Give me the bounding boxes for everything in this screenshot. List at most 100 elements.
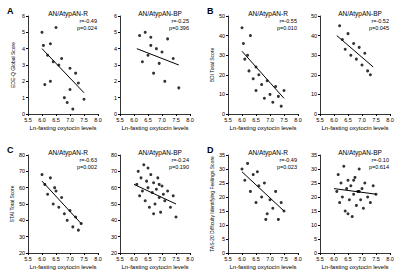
svg-text:15: 15 — [219, 208, 225, 214]
svg-text:2: 2 — [22, 78, 25, 84]
svg-text:7.5: 7.5 — [280, 256, 288, 262]
svg-text:25: 25 — [219, 180, 225, 186]
svg-text:4: 4 — [114, 46, 117, 52]
svg-text:7.5: 7.5 — [172, 256, 180, 262]
svg-text:40: 40 — [311, 33, 317, 39]
svg-text:35: 35 — [311, 152, 317, 158]
svg-text:p=0.010: p=0.010 — [277, 25, 297, 31]
svg-text:2: 2 — [114, 78, 117, 84]
svg-text:7.5: 7.5 — [80, 256, 88, 262]
svg-text:8.0: 8.0 — [186, 117, 194, 123]
svg-text:80: 80 — [111, 152, 117, 158]
svg-text:p=0.002: p=0.002 — [77, 164, 97, 170]
svg-text:5: 5 — [222, 236, 225, 242]
svg-text:35: 35 — [219, 152, 225, 158]
svg-text:STAI Total Score: STAI Total Score — [9, 185, 15, 222]
svg-text:3: 3 — [22, 62, 25, 68]
svg-text:6.0: 6.0 — [38, 117, 46, 123]
svg-text:60: 60 — [111, 185, 117, 191]
svg-text:Ln-fasting oxytocin levels: Ln-fasting oxytocin levels — [121, 264, 188, 270]
svg-text:5.5: 5.5 — [116, 117, 124, 123]
svg-text:5.5: 5.5 — [224, 256, 232, 262]
svg-text:6.5: 6.5 — [252, 256, 260, 262]
svg-text:40: 40 — [111, 217, 117, 223]
svg-text:30: 30 — [19, 234, 25, 240]
svg-text:7.5: 7.5 — [280, 117, 288, 123]
svg-text:Ln-fasting oxytocin levels: Ln-fasting oxytocin levels — [229, 125, 296, 131]
svg-text:5.5: 5.5 — [24, 256, 32, 262]
svg-text:30: 30 — [219, 52, 225, 58]
svg-text:50: 50 — [219, 13, 225, 19]
svg-text:6.0: 6.0 — [238, 256, 246, 262]
svg-text:r=-0.63: r=-0.63 — [79, 157, 97, 163]
svg-text:r=-0.24: r=-0.24 — [171, 157, 189, 163]
svg-text:Ln-fasting oxytocin levels: Ln-fasting oxytocin levels — [121, 125, 188, 131]
svg-text:7.5: 7.5 — [80, 117, 88, 123]
svg-text:7.0: 7.0 — [266, 256, 274, 262]
svg-text:1: 1 — [22, 95, 25, 101]
svg-text:7.0: 7.0 — [358, 256, 366, 262]
svg-text:p=0.614: p=0.614 — [369, 164, 389, 170]
svg-text:6.0: 6.0 — [130, 256, 138, 262]
svg-text:Ln-fasting oxytocin levels: Ln-fasting oxytocin levels — [321, 264, 388, 270]
svg-text:10: 10 — [219, 91, 225, 97]
svg-text:p=0.045: p=0.045 — [369, 25, 389, 31]
svg-text:20: 20 — [311, 194, 317, 200]
svg-text:30: 30 — [111, 234, 117, 240]
svg-text:A: A — [7, 6, 14, 16]
svg-text:5.5: 5.5 — [116, 256, 124, 262]
svg-text:Ln-fasting oxytocin levels: Ln-fasting oxytocin levels — [321, 125, 388, 131]
svg-text:5.5: 5.5 — [316, 256, 324, 262]
svg-text:D: D — [207, 145, 214, 155]
svg-text:7.0: 7.0 — [358, 117, 366, 123]
svg-text:7.0: 7.0 — [158, 117, 166, 123]
svg-text:r=-0.49: r=-0.49 — [279, 157, 297, 163]
svg-text:r=-0.49: r=-0.49 — [79, 18, 97, 24]
svg-text:6.5: 6.5 — [252, 117, 260, 123]
svg-text:15: 15 — [311, 208, 317, 214]
svg-text:1: 1 — [114, 95, 117, 101]
svg-text:8.0: 8.0 — [386, 117, 394, 123]
svg-text:Ln-fasting oxytocin levels: Ln-fasting oxytocin levels — [229, 264, 296, 270]
svg-text:5: 5 — [22, 29, 25, 35]
svg-text:7.0: 7.0 — [266, 117, 274, 123]
svg-text:p=0.396: p=0.396 — [169, 25, 189, 31]
svg-text:6.5: 6.5 — [344, 117, 352, 123]
svg-text:6: 6 — [22, 13, 25, 19]
svg-text:C: C — [7, 145, 14, 155]
svg-text:B: B — [207, 6, 214, 16]
svg-text:6.5: 6.5 — [344, 256, 352, 262]
svg-text:p=0.190: p=0.190 — [169, 164, 189, 170]
svg-text:7.0: 7.0 — [66, 256, 74, 262]
svg-text:6.0: 6.0 — [330, 117, 338, 123]
svg-text:6.5: 6.5 — [52, 117, 60, 123]
svg-text:6.0: 6.0 — [330, 256, 338, 262]
svg-text:7.5: 7.5 — [372, 256, 380, 262]
svg-text:50: 50 — [19, 201, 25, 207]
svg-text:70: 70 — [111, 168, 117, 174]
svg-text:r=-0.52: r=-0.52 — [371, 18, 389, 24]
svg-text:5.5: 5.5 — [224, 117, 232, 123]
svg-text:5.5: 5.5 — [316, 117, 324, 123]
svg-text:50: 50 — [111, 201, 117, 207]
svg-text:25: 25 — [311, 180, 317, 186]
svg-text:40: 40 — [219, 33, 225, 39]
svg-text:8.0: 8.0 — [186, 256, 194, 262]
svg-text:r=-0.55: r=-0.55 — [279, 18, 297, 24]
svg-text:6.5: 6.5 — [144, 117, 152, 123]
svg-text:10: 10 — [219, 222, 225, 228]
svg-text:Ln-fasting oxytocin levels: Ln-fasting oxytocin levels — [29, 264, 96, 270]
svg-text:7.0: 7.0 — [66, 117, 74, 123]
svg-text:7.5: 7.5 — [372, 117, 380, 123]
svg-text:60: 60 — [19, 185, 25, 191]
svg-text:5: 5 — [314, 236, 317, 242]
svg-text:r=-0.10: r=-0.10 — [371, 157, 389, 163]
svg-text:6.0: 6.0 — [130, 117, 138, 123]
svg-text:40: 40 — [19, 217, 25, 223]
svg-text:8.0: 8.0 — [294, 117, 302, 123]
svg-text:80: 80 — [19, 152, 25, 158]
svg-text:20: 20 — [219, 72, 225, 78]
svg-text:8.0: 8.0 — [386, 256, 394, 262]
svg-text:50: 50 — [311, 13, 317, 19]
svg-text:70: 70 — [19, 168, 25, 174]
